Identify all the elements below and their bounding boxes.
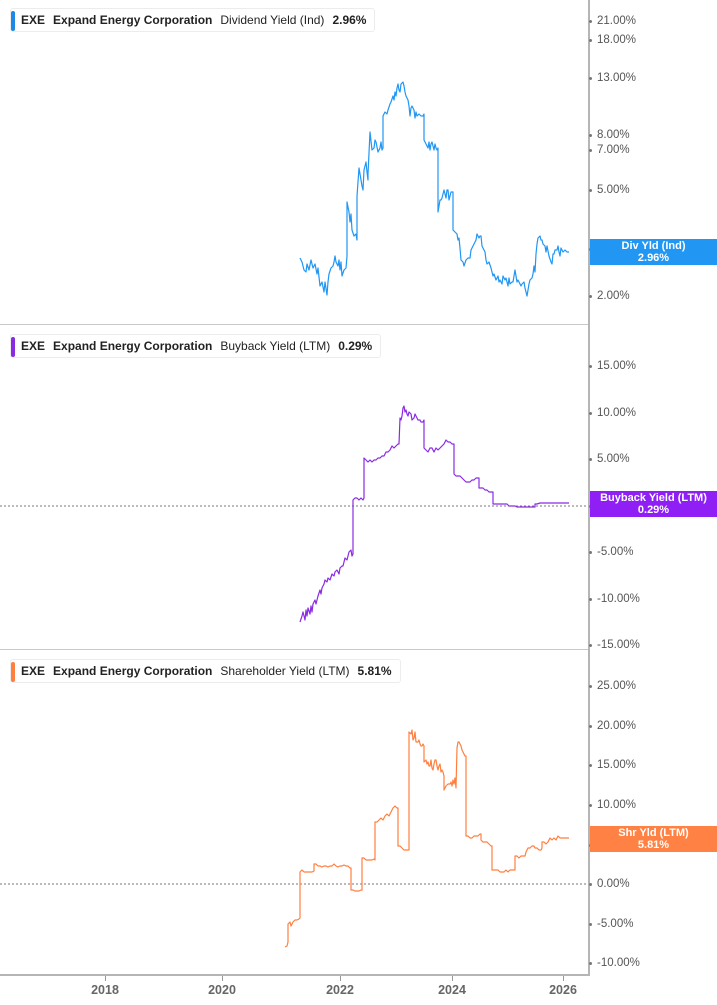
panel-separator-1 [0, 324, 589, 325]
x-tick-mark [340, 976, 341, 981]
x-tick-label: 2026 [549, 983, 577, 997]
panel-separator-2 [0, 649, 589, 650]
legend-value: 0.29% [338, 339, 373, 353]
y-tick-label: -5.00% [588, 546, 634, 558]
legend-buyback-yield[interactable]: EXE Expand Energy Corporation Buyback Yi… [10, 334, 382, 358]
x-axis-line [0, 974, 590, 976]
y-tick-label: 21.00% [588, 15, 637, 27]
y-tick-label: 5.00% [589, 184, 630, 196]
legend-ticker: EXE [21, 13, 46, 27]
series-color-marker [11, 11, 15, 31]
x-tick-label: 2020 [208, 983, 236, 997]
series-color-marker [11, 337, 15, 357]
y-tick-label: -5.00% [588, 918, 634, 930]
buyback-yield-line [299, 405, 569, 623]
x-tick-mark [105, 976, 106, 981]
dividend-yield-line [299, 81, 569, 297]
legend-shareholder-yield[interactable]: EXE Expand Energy Corporation Shareholde… [10, 659, 401, 683]
legend-ticker: EXE [21, 664, 46, 678]
current-value-badge-dividend: Div Yld (Ind) 2.96% [590, 239, 717, 265]
y-tick-label: 18.00% [588, 34, 637, 46]
badge-label: Shr Yld (LTM) [618, 827, 689, 839]
badge-value: 0.29% [637, 504, 670, 516]
y-tick-label: -10.00% [589, 593, 640, 605]
badge-label: Buyback Yield (LTM) [600, 492, 707, 504]
current-value-badge-buyback: Buyback Yield (LTM) 0.29% [590, 491, 717, 517]
x-tick-label: 2018 [91, 983, 119, 997]
y-tick-label: 25.00% [588, 680, 637, 692]
y-tick-label: 20.00% [588, 720, 637, 732]
legend-value: 2.96% [332, 13, 367, 27]
current-value-badge-shareholder: Shr Yld (LTM) 5.81% [590, 826, 717, 852]
x-tick-mark [222, 976, 223, 981]
legend-metric: Dividend Yield (Ind) [220, 13, 325, 27]
legend-company: Expand Energy Corporation [53, 13, 213, 27]
legend-company: Expand Energy Corporation [53, 339, 213, 353]
badge-value: 2.96% [637, 252, 670, 264]
badge-value: 5.81% [637, 839, 670, 851]
y-tick-label: 15.00% [588, 360, 637, 372]
y-tick-label: 5.00% [589, 453, 630, 465]
x-tick-label: 2024 [438, 983, 466, 997]
y-tick-label: -15.00% [589, 639, 640, 651]
y-tick-label: 15.00% [588, 759, 637, 771]
y-tick-label: 13.00% [588, 72, 637, 84]
x-tick-mark [563, 976, 564, 981]
y-tick-label: 0.00% [589, 878, 630, 890]
badge-label: Div Yld (Ind) [621, 240, 686, 252]
y-tick-label: 7.00% [589, 144, 630, 156]
shareholder-yield-line [284, 729, 569, 948]
x-tick-label: 2022 [326, 983, 354, 997]
legend-ticker: EXE [21, 339, 46, 353]
legend-metric: Shareholder Yield (LTM) [220, 664, 350, 678]
legend-metric: Buyback Yield (LTM) [220, 339, 331, 353]
y-tick-label: 8.00% [589, 129, 630, 141]
x-tick-mark [452, 976, 453, 981]
y-axis-line [588, 0, 590, 976]
legend-company: Expand Energy Corporation [53, 664, 213, 678]
legend-value: 5.81% [357, 664, 392, 678]
y-tick-label: 10.00% [588, 799, 637, 811]
y-tick-label: 10.00% [588, 407, 637, 419]
legend-dividend-yield[interactable]: EXE Expand Energy Corporation Dividend Y… [10, 8, 376, 32]
y-tick-label: -10.00% [589, 957, 640, 969]
series-color-marker [11, 662, 15, 682]
y-tick-label: 2.00% [589, 290, 630, 302]
